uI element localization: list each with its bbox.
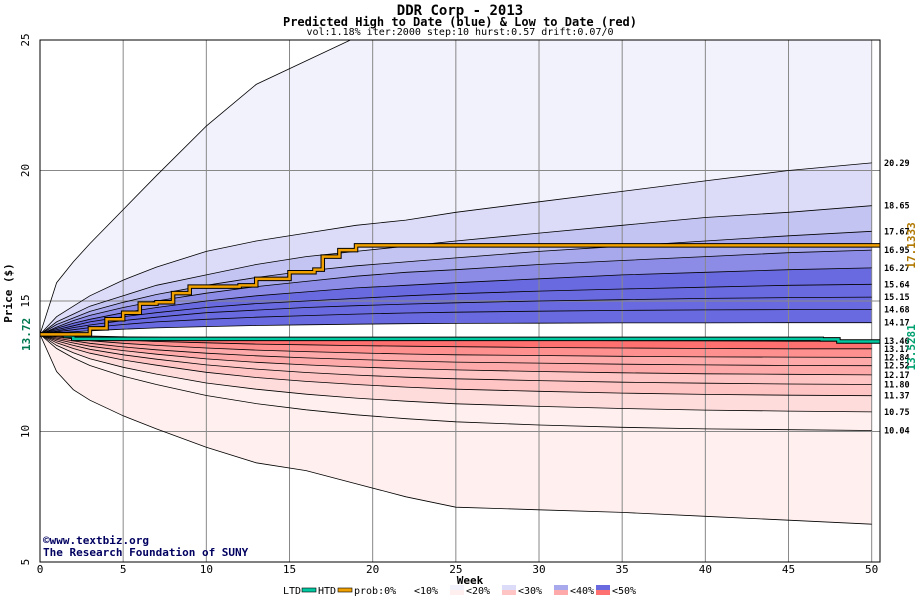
quantile-line (40, 267, 872, 335)
quantile-end-label: 18.65 (884, 202, 910, 212)
legend-30-label: <30% (518, 586, 542, 597)
x-tick-label: 10 (200, 563, 213, 576)
quantile-line (40, 308, 872, 335)
quantile-end-label: 16.27 (884, 264, 910, 274)
chart-title: DDR Corp - 2013 (396, 3, 524, 19)
high-band (40, 267, 872, 335)
legend-40-label: <40% (570, 586, 594, 597)
x-tick-label: 40 (699, 563, 712, 576)
quantile-line (40, 162, 872, 335)
legend-prob-label: prob:0% (354, 586, 396, 597)
x-tick-label: 15 (283, 563, 296, 576)
high-band (40, 205, 872, 335)
quantile-labels: 20.29 18.65 17.67 16.95 16.27 15.64 15.15 14.68… (884, 159, 918, 437)
legend-swatch-bottom (554, 590, 568, 595)
high-band (40, 231, 872, 335)
y-tick-label: 15 (19, 294, 32, 307)
quantile-bands (40, 40, 880, 562)
watermark-org: The Research Foundation of SUNY (43, 546, 249, 559)
quantile-end-label: 10.04 (884, 426, 910, 436)
quantile-line (40, 334, 872, 376)
series-lines (40, 243, 880, 344)
legend-swatch-top (554, 585, 568, 590)
legend-swatch-top (502, 585, 516, 590)
quantile-end-label: 13.17 (884, 345, 910, 355)
quantile-end-label: 10.75 (884, 408, 910, 418)
quantile-line (40, 205, 872, 335)
legend-20-label: <20% (466, 586, 490, 597)
plot-frame (39, 39, 881, 563)
htd-line (40, 244, 880, 336)
quantile-line (40, 334, 872, 525)
quantile-line (40, 296, 872, 335)
quantile-line (40, 40, 352, 335)
start-price-label: 13.72 (20, 318, 33, 351)
x-tick-label: 30 (532, 563, 545, 576)
legend-ltd-label: LTD (283, 586, 301, 597)
quantile-end-label: 14.68 (884, 305, 910, 315)
high-band (40, 297, 872, 335)
quantile-line (40, 334, 872, 385)
legend-ltd-swatch (301, 587, 317, 593)
low-band (40, 334, 872, 358)
legend-htd-label: HTD (318, 586, 336, 597)
quantile-end-label: 11.37 (884, 392, 910, 402)
quantile-end-label: 14.17 (884, 319, 910, 329)
x-tick-label: 0 (37, 563, 44, 576)
quantile-end-label: 15.64 (884, 280, 910, 290)
quantile-line (40, 334, 872, 431)
x-tick-label: 50 (865, 563, 878, 576)
legend-swatch-top (450, 585, 464, 590)
x-tick-label: 5 (120, 563, 127, 576)
htd-final-label: 17.1333 (905, 222, 918, 268)
quantile-line (40, 283, 872, 335)
legend-swatch-bottom (450, 590, 464, 595)
quantile-end-label: 17.67 (884, 227, 910, 237)
x-tick-label: 25 (449, 563, 462, 576)
quantile-end-label: 13.46 (884, 337, 910, 347)
quantile-end-label: 12.52 (884, 362, 910, 372)
y-axis-label: Price ($) (2, 263, 15, 323)
legend-swatch-bottom (502, 590, 516, 595)
quantile-end-label: 20.29 (884, 159, 910, 169)
quantile-end-label: 15.15 (884, 293, 910, 303)
quantile-end-label: 12.84 (884, 353, 910, 363)
quantile-end-label: 12.17 (884, 371, 910, 381)
quantile-line (40, 334, 872, 397)
y-tick-label: 20 (19, 164, 32, 177)
y-tick-label: 5 (19, 559, 32, 566)
high-band (40, 162, 872, 335)
legend-swatch-bottom (596, 590, 610, 595)
quantile-line (40, 249, 872, 335)
quantile-line (40, 334, 872, 413)
y-tick-label: 25 (19, 33, 32, 46)
legend-swatch-0 (398, 585, 412, 595)
legend-htd-swatch (337, 587, 353, 593)
legend-10-label: <10% (414, 586, 438, 597)
legend-swatch-top (596, 585, 610, 590)
chart-params: vol:1.18% iter:2000 step:10 hurst:0.57 d… (306, 27, 614, 38)
watermark-url: ©www.textbiz.org (43, 534, 149, 547)
quantile-end-label: 16.95 (884, 246, 910, 256)
high-band (40, 250, 872, 335)
quantile-lines (40, 40, 872, 525)
x-tick-label: 20 (366, 563, 379, 576)
quantile-end-label: 11.80 (884, 381, 910, 391)
legend: LTD HTD prob:0% <10% <20% <30% <40% <50% (283, 585, 636, 597)
ltd-final-label: 13.5281 (905, 324, 918, 371)
chart-subtitle: Predicted High to Date (blue) & Low to D… (282, 15, 637, 29)
high-band (40, 284, 872, 335)
x-axis-label: Week (457, 574, 484, 587)
quantile-line (40, 322, 872, 335)
low-band (40, 334, 872, 366)
quantile-line (40, 334, 872, 367)
legend-50-label: <50% (612, 586, 636, 597)
x-tick-label: 35 (616, 563, 629, 576)
y-tick-label: 10 (19, 425, 32, 438)
x-tick-label: 45 (782, 563, 795, 576)
